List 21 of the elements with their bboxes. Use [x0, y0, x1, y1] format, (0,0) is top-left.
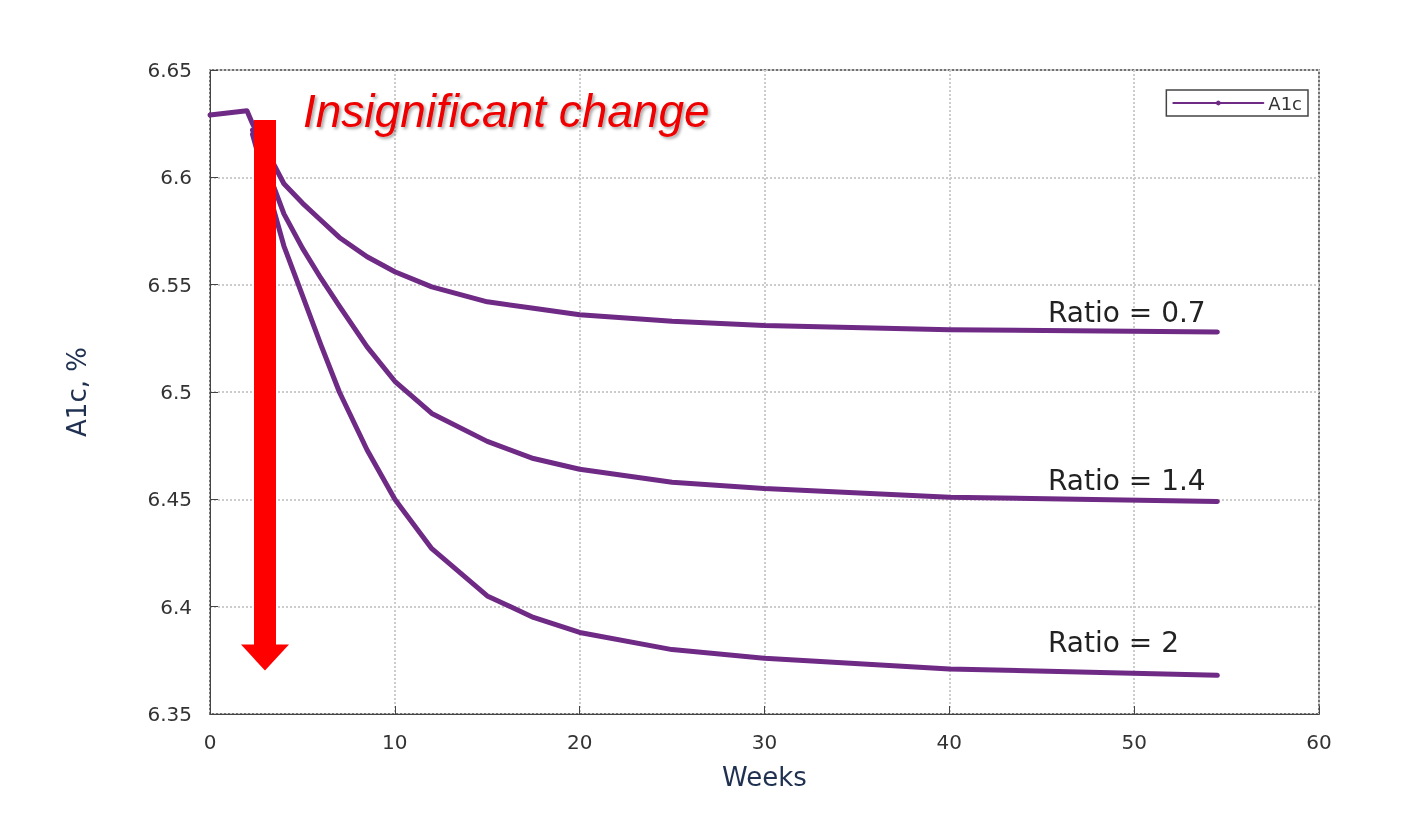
x-tick-label: 10	[382, 730, 408, 754]
y-tick-label: 6.45	[147, 487, 192, 512]
x-tick-label: 60	[1306, 730, 1332, 754]
x-tick-label: 40	[936, 730, 963, 754]
y-tick-label: 6.65	[147, 58, 192, 82]
x-tick-label: 30	[751, 730, 778, 754]
x-axis-title: Weeks	[722, 762, 807, 792]
x-tick-label: 0	[203, 730, 217, 754]
y-tick-label: 6.6	[160, 165, 192, 190]
annotation: Insignificant change	[303, 85, 710, 137]
y-tick-label: 6.35	[147, 702, 192, 726]
y-axis-title: A1c, %	[62, 347, 92, 437]
annotation: Ratio = 1.4	[1048, 463, 1206, 497]
y-tick-label: 6.5	[160, 380, 192, 404]
y-tick-label: 6.4	[160, 594, 192, 619]
x-tick-label: 50	[1121, 730, 1147, 754]
y-tick-label: 6.55	[147, 272, 192, 297]
annotation: Ratio = 0.7	[1048, 295, 1206, 329]
x-tick-label: 20	[566, 730, 593, 754]
legend-label: A1c	[1268, 92, 1303, 114]
annotation: Ratio = 2	[1048, 625, 1179, 659]
